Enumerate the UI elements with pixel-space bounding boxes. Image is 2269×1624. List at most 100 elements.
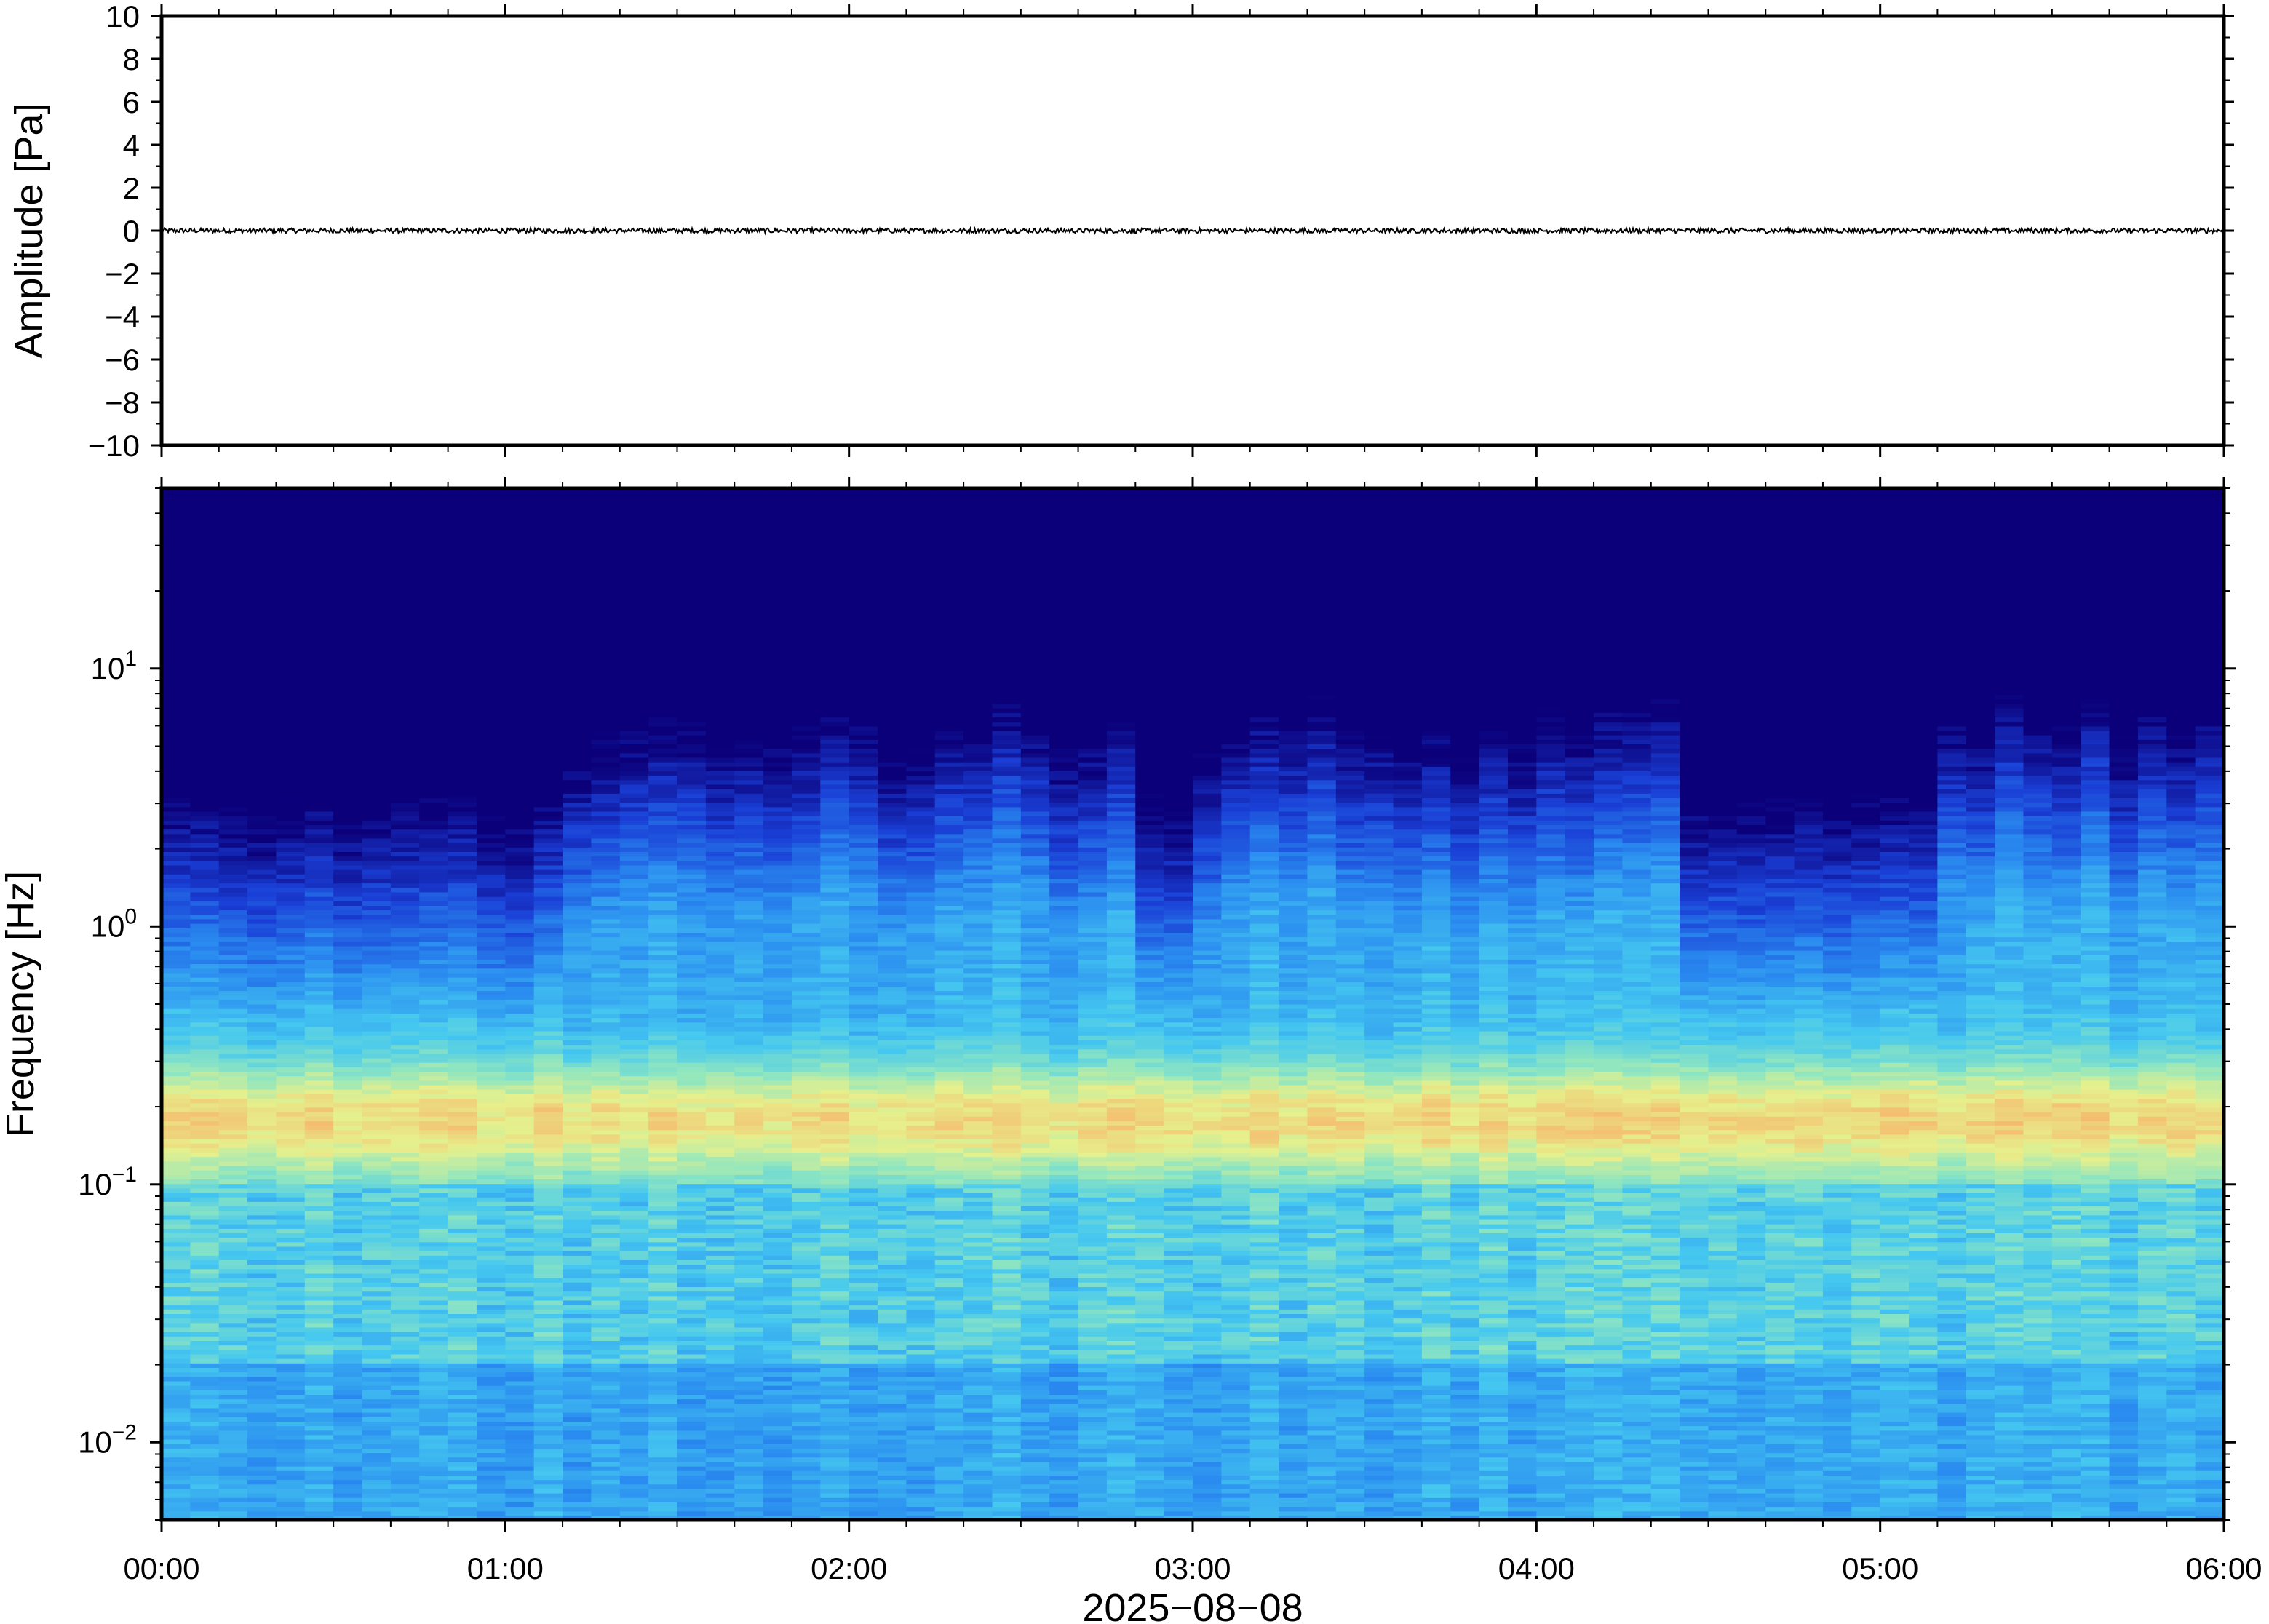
spectrogram-cell bbox=[362, 1197, 392, 1202]
spectrogram-cell bbox=[705, 918, 735, 924]
spectrogram-cell bbox=[505, 640, 535, 646]
spectrogram-cell bbox=[677, 793, 707, 798]
spectrogram-cell bbox=[448, 1398, 477, 1404]
spectrogram-cell bbox=[448, 999, 477, 1005]
spectrogram-cell bbox=[648, 1241, 678, 1247]
spectrogram-cell bbox=[218, 1241, 248, 1247]
spectrogram-cell bbox=[304, 1071, 334, 1077]
spectrogram-cell bbox=[648, 735, 678, 740]
spectrogram-cell bbox=[162, 613, 191, 619]
spectrogram-cell bbox=[505, 1017, 535, 1023]
spectrogram-cell bbox=[333, 1434, 363, 1440]
spectrogram-cell bbox=[619, 959, 649, 965]
spectrogram-cell bbox=[648, 789, 678, 794]
spectrogram-cell bbox=[390, 1358, 420, 1364]
spectrogram-cell bbox=[734, 672, 764, 677]
spectrogram-cell bbox=[648, 1305, 678, 1310]
spectrogram-cell bbox=[734, 1286, 764, 1292]
spectrogram-cell bbox=[763, 1493, 792, 1498]
spectrogram-cell bbox=[362, 1246, 392, 1251]
spectrogram-cell bbox=[362, 1479, 392, 1485]
spectrogram-cell bbox=[533, 1403, 563, 1409]
spectrogram-cell bbox=[648, 1030, 678, 1036]
spectrogram-cell bbox=[677, 1246, 707, 1251]
spectrogram-cell bbox=[390, 663, 420, 669]
spectrogram-cell bbox=[763, 1484, 792, 1489]
spectrogram-cell bbox=[505, 1089, 535, 1094]
spectrogram-cell bbox=[476, 1390, 506, 1395]
spectrogram-cell bbox=[619, 797, 649, 803]
spectrogram-cell bbox=[419, 730, 449, 736]
spectrogram-cell bbox=[276, 1071, 306, 1077]
spectrogram-cell bbox=[276, 775, 306, 781]
spectrogram-cell bbox=[362, 869, 392, 875]
spectrogram-cell bbox=[677, 789, 707, 794]
spectrogram-cell bbox=[419, 762, 449, 767]
spectrogram-cell bbox=[218, 833, 248, 839]
spectrogram-cell bbox=[648, 595, 678, 601]
spectrogram-cell bbox=[476, 1479, 506, 1485]
spectrogram-cell bbox=[247, 757, 277, 763]
spectrogram-cell bbox=[190, 1098, 220, 1104]
spectrogram-cell bbox=[419, 1214, 449, 1220]
spectrogram-cell bbox=[476, 1062, 506, 1067]
spectrogram-cell bbox=[304, 524, 334, 530]
spectrogram-cell bbox=[247, 488, 277, 493]
spectrogram-cell bbox=[390, 793, 420, 798]
spectrogram-cell bbox=[333, 1340, 363, 1346]
spectrogram-cell bbox=[505, 493, 535, 498]
spectrogram-cell bbox=[162, 600, 191, 605]
spectrogram-cell bbox=[162, 864, 191, 870]
spectrogram-cell bbox=[705, 748, 735, 754]
spectrogram-cell bbox=[362, 1358, 392, 1364]
spectrogram-cell bbox=[705, 1434, 735, 1440]
spectrogram-cell bbox=[247, 837, 277, 843]
spectrogram-cell bbox=[304, 1313, 334, 1319]
spectrogram-cell bbox=[619, 667, 649, 673]
spectrogram-cell bbox=[705, 972, 735, 978]
spectrogram-cell bbox=[276, 708, 306, 713]
spectrogram-cell bbox=[190, 541, 220, 547]
spectrogram-cell bbox=[734, 824, 764, 830]
spectrogram-cell bbox=[705, 1295, 735, 1301]
spectrogram-cell bbox=[333, 955, 363, 960]
spectrogram-cell bbox=[333, 1394, 363, 1400]
spectrogram-cell bbox=[218, 1309, 248, 1314]
spectrogram-cell bbox=[648, 685, 678, 691]
spectrogram-cell bbox=[190, 690, 220, 696]
spectrogram-cell bbox=[304, 1174, 334, 1180]
spectrogram-cell bbox=[190, 1044, 220, 1050]
spectrogram-cell bbox=[476, 1444, 506, 1449]
spectrogram-cell bbox=[448, 627, 477, 632]
spectrogram-cell bbox=[448, 1390, 477, 1395]
spectrogram-cell bbox=[648, 667, 678, 673]
spectrogram-cell bbox=[476, 1044, 506, 1050]
spectrogram-cell bbox=[705, 1075, 735, 1081]
spectrogram-cell bbox=[677, 1268, 707, 1274]
spectrogram-cell bbox=[563, 860, 592, 866]
spectrogram-cell bbox=[533, 1497, 563, 1502]
spectrogram-cell bbox=[304, 775, 334, 781]
spectrogram-cell bbox=[362, 1179, 392, 1185]
spectrogram-cell bbox=[505, 918, 535, 924]
spectrogram-cell bbox=[162, 546, 191, 552]
spectrogram-cell bbox=[390, 667, 420, 673]
spectrogram-cell bbox=[190, 591, 220, 597]
spectrogram-cell bbox=[563, 1412, 592, 1417]
spectrogram-cell bbox=[218, 1094, 248, 1099]
spectrogram-cell bbox=[648, 972, 678, 978]
spectrogram-cell bbox=[162, 501, 191, 507]
spectrogram-cell bbox=[705, 1278, 735, 1283]
spectrogram-cell bbox=[476, 762, 506, 767]
spectrogram-cell bbox=[533, 945, 563, 951]
spectrogram-cell bbox=[333, 520, 363, 525]
spectrogram-cell bbox=[419, 1251, 449, 1256]
spectrogram-cell bbox=[505, 1470, 535, 1476]
spectrogram-cell bbox=[648, 1448, 678, 1454]
spectrogram-cell bbox=[190, 918, 220, 924]
spectrogram-cell bbox=[619, 1326, 649, 1332]
spectrogram-cell bbox=[476, 1165, 506, 1171]
spectrogram-cell bbox=[333, 1497, 363, 1502]
spectrogram-cell bbox=[448, 1179, 477, 1185]
spectrogram-cell bbox=[619, 883, 649, 888]
